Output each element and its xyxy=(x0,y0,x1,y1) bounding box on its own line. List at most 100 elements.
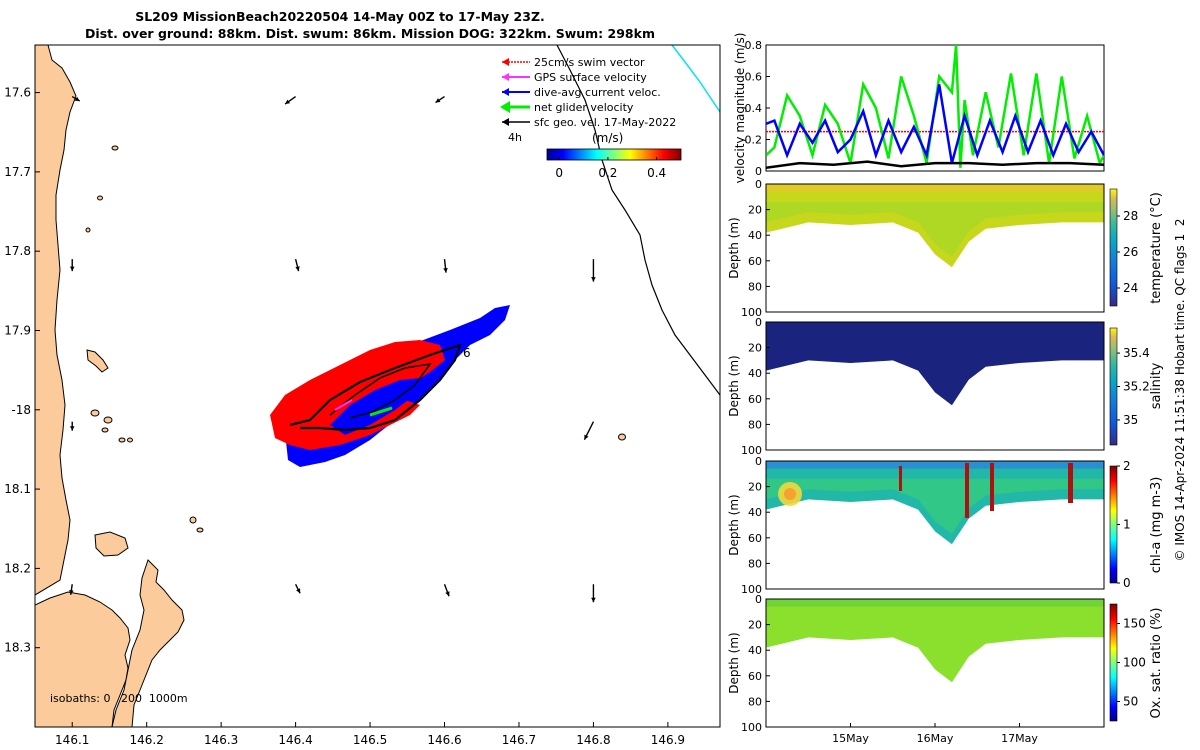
map-y-tick-label: 17.7 xyxy=(4,165,31,179)
velocity-series-sfc xyxy=(766,160,1104,170)
colorbar-tick-label: 100 xyxy=(1123,656,1146,670)
chla-ylabel: Depth (m) xyxy=(727,494,741,555)
colorbar-label: (m/s) xyxy=(592,131,623,145)
island-4 xyxy=(90,409,100,417)
velocity-y-tick-label: 0.4 xyxy=(745,102,763,115)
sfc-vector-head xyxy=(69,590,74,595)
temperature-field-green xyxy=(766,201,1104,257)
map-y-tick-label: 17.8 xyxy=(4,244,31,258)
map-x-tick-label: 146.1 xyxy=(55,733,89,747)
cyan-line xyxy=(671,45,720,113)
section-y-tick-label: 80 xyxy=(748,418,762,431)
salinity-colorbar xyxy=(1109,327,1118,446)
title-line-1: SL209 MissionBeach20220504 14-May 00Z to… xyxy=(135,9,545,24)
salinity-colorbar-ticks: 35 35.2 35.4 xyxy=(1117,346,1150,427)
map-y-tick-label: 18.1 xyxy=(4,482,31,496)
map-colorbar-tick-label: 0.2 xyxy=(598,166,617,180)
map-x-tick-label: 146.3 xyxy=(204,733,238,747)
map-y-tick-label: -18 xyxy=(11,403,31,417)
map-x-tick-label: 146.2 xyxy=(130,733,164,747)
chla-panel: 0 20 40 60 80 100 Depth (m) 0 1 2 chl-a (mg m-3… xyxy=(727,455,1164,596)
island-7 xyxy=(118,437,126,443)
chla-spike-1 xyxy=(965,463,969,518)
colorbar-tick-label: 0 xyxy=(1123,576,1131,590)
section-y-tick-label: 0 xyxy=(755,316,762,329)
map-y-tick-label: 18.2 xyxy=(4,561,31,575)
section-x-tick-label: 15May xyxy=(832,732,869,745)
velocity-ylabel: velocity magnitude (m/s) xyxy=(733,33,747,184)
colorbar-tick-label: 28 xyxy=(1123,209,1138,223)
colorbar-tick-label: 2 xyxy=(1123,459,1131,473)
colorbar-tick-label: 35 xyxy=(1123,413,1138,427)
map-border xyxy=(34,44,721,728)
velocity-y-tick-label: 0.6 xyxy=(745,71,763,84)
map-y-ticks: 17.6 17.7 17.8 17.9 -18 18.1 18.2 18.3 xyxy=(4,86,40,655)
chla-colorbar xyxy=(1109,465,1118,584)
section-x-tick-label: 17May xyxy=(1001,732,1038,745)
map-colorbar-ticks: 0 0.2 0.4 xyxy=(555,157,666,180)
section-y-tick-label: 60 xyxy=(748,532,762,545)
section-y-tick-label: 60 xyxy=(748,670,762,683)
section-y-tick-label: 40 xyxy=(748,229,762,242)
island-9 xyxy=(189,516,197,524)
isobaths-label: isobaths: 0 200 1000m xyxy=(50,692,188,705)
map-panel: 6 146.1 146.2 146.3 146.4 146.5 146.6 146.7 146… xyxy=(4,44,721,747)
map-legend: 25cm/s swim vector GPS surface velocity … xyxy=(500,56,682,180)
temperature-colorbar-ticks: 24 26 28 xyxy=(1117,209,1138,295)
oxygen-field xyxy=(766,599,1104,683)
section-y-tick-label: 40 xyxy=(748,644,762,657)
salinity-panel: 0 20 40 60 80 100 Depth (m) 35 35.2 35.4 salini… xyxy=(727,316,1164,457)
island-11 xyxy=(618,433,626,441)
map-y-tick-label: 18.3 xyxy=(4,641,31,655)
sfc-vector-head xyxy=(74,96,80,102)
map-colorbar xyxy=(546,148,682,161)
oxygen-colorbar-ticks: 50 100 150 xyxy=(1117,617,1146,709)
legend-arrowhead-gps xyxy=(502,73,509,81)
island-2 xyxy=(97,195,103,201)
oxygen-x-ticks: 15May 16May 17May xyxy=(832,723,1038,745)
section-y-tick-label: 0 xyxy=(755,178,762,191)
colorbar-tick-label: 1 xyxy=(1123,518,1131,532)
colorbar-tick-label: 35.2 xyxy=(1123,380,1150,394)
mainland-north xyxy=(35,45,77,596)
section-y-tick-label: 80 xyxy=(748,280,762,293)
colorbar-tick-label: 26 xyxy=(1123,245,1138,259)
oxygen-field-deep xyxy=(766,599,1104,607)
map-x-tick-label: 146.4 xyxy=(278,733,312,747)
glider-track-2 xyxy=(329,362,432,419)
legend-arrowhead-swim xyxy=(502,58,509,66)
isobath-1000m xyxy=(556,45,720,396)
oxygen-colorbar xyxy=(1109,603,1118,722)
chla-patch-orange xyxy=(784,488,796,500)
sfc-vector-head xyxy=(296,588,301,594)
chla-field-surface xyxy=(766,461,1104,469)
section-y-tick-label: 100 xyxy=(741,444,762,457)
chla-y-ticks: 0 20 40 60 80 100 xyxy=(741,455,770,596)
sfc-vector-head xyxy=(69,426,75,431)
map-y-tick-label: 17.6 xyxy=(4,86,31,100)
section-y-tick-label: 20 xyxy=(748,342,762,355)
legend-label-current: dive-avg current veloc. xyxy=(534,86,661,99)
temperature-y-ticks: 0 20 40 60 80 100 xyxy=(741,178,770,319)
chla-spike-4 xyxy=(899,466,902,491)
sfc-vector-head xyxy=(285,99,291,105)
salinity-field xyxy=(766,322,1104,406)
section-y-tick-label: 100 xyxy=(741,306,762,319)
sfc-vector-head xyxy=(584,434,589,440)
island-10 xyxy=(196,527,204,533)
colorbar-tick-label: 50 xyxy=(1123,695,1138,709)
velocity-y-tick-label: 0.2 xyxy=(745,134,763,147)
sfc-vector-head xyxy=(295,266,300,272)
sfc-vector-head xyxy=(445,591,450,597)
temperature-field-top xyxy=(766,184,1104,192)
section-y-tick-label: 20 xyxy=(748,481,762,494)
legend-arrowhead-sfc xyxy=(502,118,509,126)
map-x-tick-label: 146.8 xyxy=(576,733,610,747)
temperature-colorbar xyxy=(1109,188,1118,307)
island-8 xyxy=(127,437,133,443)
island-family xyxy=(94,531,129,557)
legend-arrowhead-net xyxy=(500,101,510,113)
island-6 xyxy=(101,427,109,433)
section-y-tick-label: 0 xyxy=(755,455,762,468)
salinity-border xyxy=(765,321,1105,451)
